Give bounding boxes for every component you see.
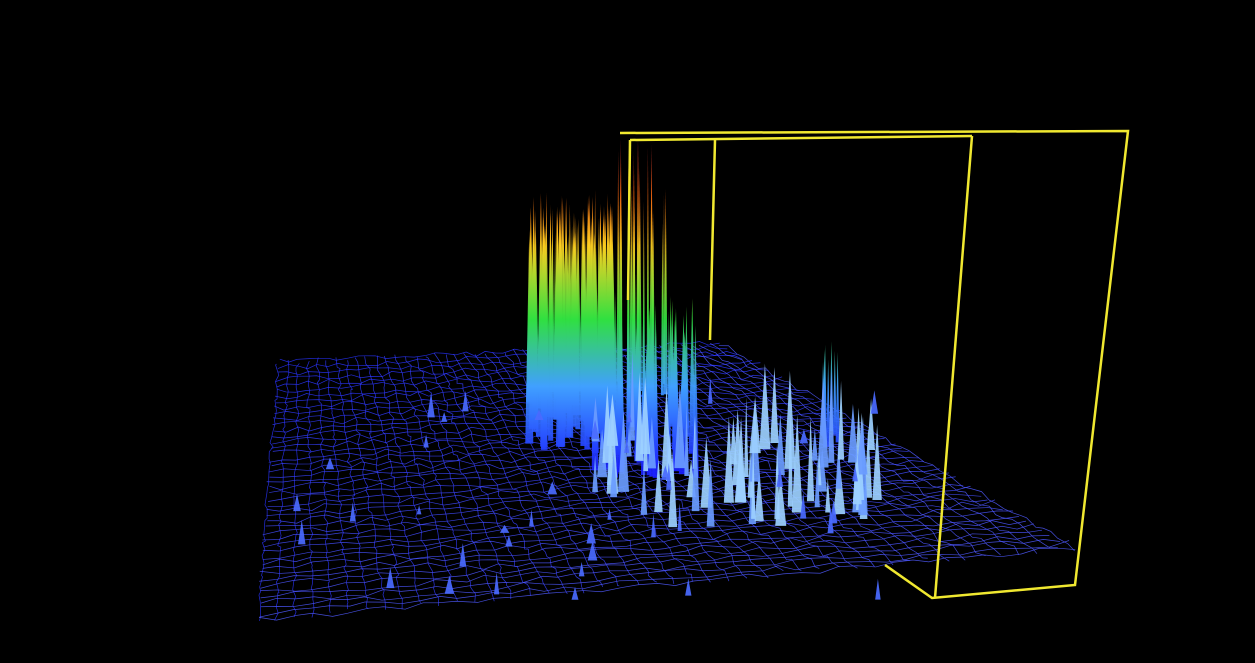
page: (() => { JSON.parse(document.getElementB…	[0, 0, 1255, 663]
surface-view	[0, 0, 1255, 663]
